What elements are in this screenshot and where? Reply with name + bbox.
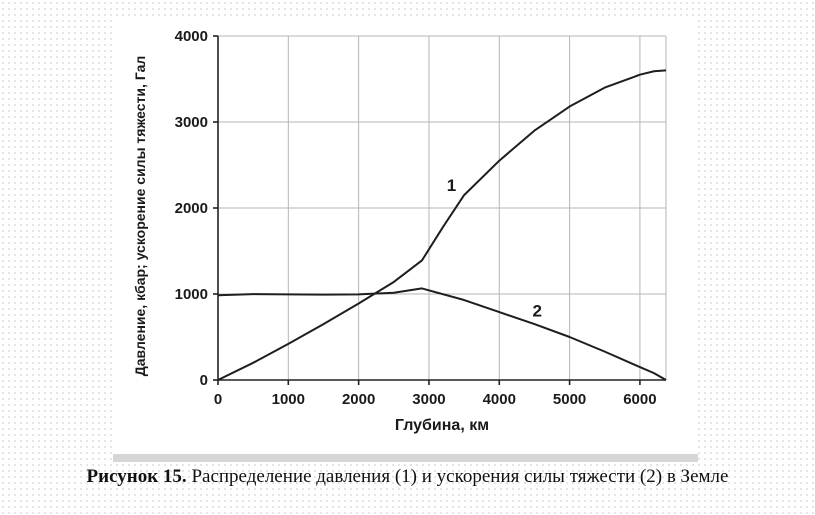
series-line-2	[217, 287, 667, 381]
tick-labels: 0 1000 2000 3000 4000 5000 6000 0 1000 2000 3000 40…	[175, 28, 657, 408]
y-tick-label: 1000	[175, 286, 208, 303]
y-axis-title: Давление, кбар; ускорение силы тяжести, …	[132, 56, 148, 376]
series-label-1: 1	[447, 176, 456, 195]
x-tick-label: 5000	[553, 391, 586, 408]
y-tick-label: 0	[200, 372, 208, 389]
x-tick-label: 1000	[272, 391, 305, 408]
x-tick-label: 4000	[483, 391, 516, 408]
x-tick-label: 6000	[623, 391, 656, 408]
y-tick-label: 3000	[175, 114, 208, 131]
x-tick-label: 2000	[342, 391, 375, 408]
series-label-2: 2	[533, 301, 542, 320]
y-tick-label: 2000	[175, 200, 208, 217]
line-chart: 0 1000 2000 3000 4000 5000 6000 0 1000 2000 3000 40…	[132, 28, 667, 434]
x-tick-label: 3000	[412, 391, 445, 408]
x-axis-title: Глубина, км	[395, 417, 489, 434]
series-line-1	[217, 69, 667, 381]
axes	[213, 35, 666, 385]
caption-label: Рисунок 15.	[86, 466, 187, 487]
figure-panel: 0 1000 2000 3000 4000 5000 6000 0 1000 2000 3000 40…	[113, 16, 698, 462]
series-labels: 12	[447, 176, 542, 321]
y-tick-label: 4000	[175, 28, 208, 45]
figure-caption: Рисунок 15. Распределение давления (1) и…	[0, 466, 815, 488]
series-lines	[217, 69, 667, 381]
caption-text: Распределение давления (1) и ускорения с…	[186, 466, 729, 487]
grid	[218, 35, 667, 380]
x-tick-label: 0	[214, 391, 222, 408]
